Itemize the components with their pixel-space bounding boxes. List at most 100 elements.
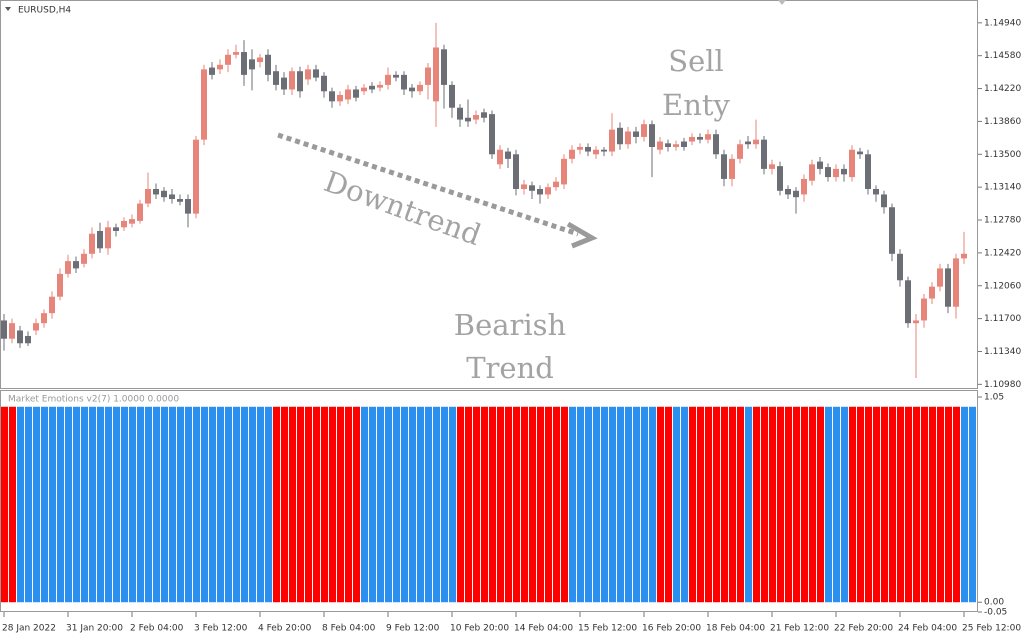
candle-body (825, 167, 831, 178)
chart-title: EURUSD,H4 (18, 6, 71, 16)
histogram-bar (185, 406, 192, 603)
x-tick-label: 24 Feb 04:00 (898, 624, 957, 634)
histogram-bar (321, 406, 328, 603)
candle-body (601, 149, 607, 152)
x-tick-label: 22 Feb 20:00 (834, 624, 893, 634)
y-tick-label: 1.13500 (984, 150, 1021, 160)
candle-body (193, 139, 199, 214)
candle (625, 126, 631, 149)
dotted-line (277, 132, 579, 237)
candle (185, 194, 191, 228)
candle-body (873, 188, 879, 195)
candle-body (89, 233, 95, 254)
candle (809, 159, 815, 186)
candle (873, 185, 879, 202)
candle-body (121, 220, 127, 228)
histogram-bar (65, 406, 72, 603)
histogram-bar (305, 406, 312, 603)
candle-body (713, 134, 719, 155)
candle (673, 140, 679, 151)
candle (641, 119, 647, 142)
histogram-bar (409, 406, 416, 603)
candle (521, 179, 527, 195)
candle-body (553, 181, 559, 188)
candle-body (633, 131, 639, 137)
histogram-bar (521, 406, 528, 603)
candle (313, 64, 319, 82)
histogram-bar (217, 406, 224, 603)
candle-body (961, 253, 967, 259)
candle-body (313, 69, 319, 78)
histogram-bar (417, 406, 424, 603)
candle-body (537, 188, 543, 195)
candle (353, 85, 359, 102)
candle-body (417, 84, 423, 92)
histogram-bar (593, 406, 600, 603)
main-pane (0, 0, 978, 389)
histogram-bar (577, 406, 584, 603)
candle-body (897, 253, 903, 281)
candle-body (817, 161, 823, 169)
candle (401, 71, 407, 95)
candle (441, 44, 447, 109)
histogram-bar (937, 406, 944, 603)
histogram-bar (121, 406, 128, 603)
candle-body (625, 131, 631, 145)
candle-body (793, 190, 799, 198)
candle-body (865, 154, 871, 189)
y-tick-label: 1.12060 (984, 281, 1021, 291)
histogram-bar (705, 406, 712, 603)
candle (713, 129, 719, 159)
candle-body (273, 71, 279, 85)
candle (825, 163, 831, 182)
candle-body (257, 57, 263, 63)
candle-body (73, 261, 79, 269)
candle-body (569, 149, 575, 159)
x-tick-label: 15 Feb 12:00 (578, 624, 637, 634)
candle (409, 83, 415, 98)
candle (769, 159, 775, 175)
candle-body (473, 115, 479, 120)
candle (529, 181, 535, 200)
histogram-bar (425, 406, 432, 603)
candle (929, 282, 935, 305)
candle-body (233, 52, 239, 55)
y-tick-label: 1.13140 (984, 183, 1021, 193)
histogram-bar (545, 406, 552, 603)
x-tick-label: 8 Feb 04:00 (322, 624, 376, 634)
candle-body (881, 194, 887, 208)
candle-body (785, 188, 791, 195)
histogram-bar (9, 406, 16, 603)
symbol-menu-icon[interactable] (5, 7, 11, 11)
histogram-bar (297, 406, 304, 603)
candle-body (841, 168, 847, 175)
histogram-bar (625, 406, 632, 603)
histogram-bar (393, 406, 400, 603)
candle-body (497, 149, 503, 165)
histogram-bar (761, 406, 768, 603)
candle (913, 314, 919, 378)
candle (793, 187, 799, 214)
x-tick-label: 4 Feb 20:00 (258, 624, 312, 634)
candle-body (721, 154, 727, 179)
candle (65, 254, 71, 278)
candle (129, 214, 135, 228)
histogram-bar (889, 406, 896, 603)
histogram-bar (201, 406, 208, 603)
candle (577, 143, 583, 155)
candle (569, 145, 575, 164)
candle (297, 66, 303, 98)
candle-body (281, 77, 287, 90)
candle-body (401, 74, 407, 90)
histogram-bar (313, 406, 320, 603)
candle (393, 71, 399, 82)
histogram-bar (377, 406, 384, 603)
histogram-bar (673, 406, 680, 603)
histogram-bar (665, 406, 672, 603)
candle-body (505, 151, 511, 159)
candle (553, 177, 559, 191)
histogram-bar (553, 406, 560, 603)
candle-body (209, 67, 215, 75)
candle (609, 113, 615, 157)
histogram-bar (145, 406, 152, 603)
